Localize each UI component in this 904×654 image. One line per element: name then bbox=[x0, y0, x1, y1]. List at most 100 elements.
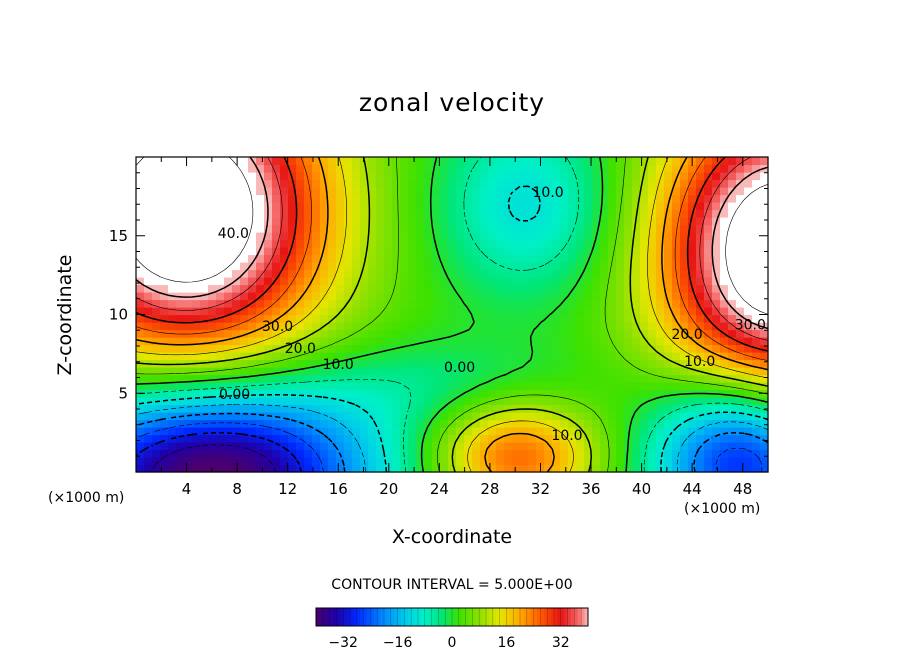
field-cell bbox=[376, 427, 385, 436]
field-cell bbox=[544, 337, 553, 346]
field-cell bbox=[216, 314, 225, 323]
field-cell bbox=[520, 434, 529, 443]
field-cell bbox=[184, 232, 193, 241]
field-cell bbox=[752, 322, 761, 331]
field-cell bbox=[696, 419, 705, 428]
field-cell bbox=[568, 307, 577, 316]
field-cell bbox=[248, 322, 257, 331]
field-cell bbox=[192, 247, 201, 256]
field-cell bbox=[512, 254, 521, 263]
field-cell bbox=[288, 404, 297, 413]
field-cell bbox=[536, 262, 545, 271]
field-cell bbox=[144, 292, 153, 301]
field-cell bbox=[184, 337, 193, 346]
field-cell bbox=[688, 374, 697, 383]
field-cell bbox=[176, 194, 185, 203]
field-cell bbox=[144, 434, 153, 443]
field-cell bbox=[672, 172, 681, 181]
field-cell bbox=[248, 202, 257, 211]
field-cell bbox=[320, 344, 329, 353]
field-cell bbox=[152, 194, 161, 203]
field-cell bbox=[184, 427, 193, 436]
field-cell bbox=[552, 434, 561, 443]
field-cell bbox=[696, 397, 705, 406]
field-cell bbox=[392, 419, 401, 428]
field-cell bbox=[584, 389, 593, 398]
field-cell bbox=[400, 247, 409, 256]
field-cell bbox=[488, 232, 497, 241]
field-cell bbox=[496, 157, 505, 166]
field-cell bbox=[656, 299, 665, 308]
field-cell bbox=[224, 434, 233, 443]
field-cell bbox=[568, 239, 577, 248]
field-cell bbox=[488, 209, 497, 218]
field-cell bbox=[272, 359, 281, 368]
field-cell bbox=[136, 224, 145, 233]
field-cell bbox=[216, 224, 225, 233]
field-cell bbox=[376, 352, 385, 361]
field-cell bbox=[360, 314, 369, 323]
field-cell bbox=[728, 322, 737, 331]
field-cell bbox=[208, 374, 217, 383]
field-cell bbox=[544, 164, 553, 173]
field-cell bbox=[200, 194, 209, 203]
field-cell bbox=[368, 449, 377, 458]
field-cell bbox=[256, 337, 265, 346]
field-cell bbox=[352, 427, 361, 436]
field-cell bbox=[576, 419, 585, 428]
field-cell bbox=[712, 329, 721, 338]
field-cell bbox=[528, 307, 537, 316]
field-cell bbox=[528, 442, 537, 451]
field-cell bbox=[608, 367, 617, 376]
field-cell bbox=[344, 374, 353, 383]
field-cell bbox=[216, 412, 225, 421]
field-cell bbox=[680, 254, 689, 263]
field-cell bbox=[424, 157, 433, 166]
field-cell bbox=[448, 172, 457, 181]
field-cell bbox=[240, 427, 249, 436]
field-cell bbox=[624, 284, 633, 293]
field-cell bbox=[648, 344, 657, 353]
field-cell bbox=[688, 194, 697, 203]
y-tick-label: 5 bbox=[118, 384, 128, 402]
field-cell bbox=[400, 322, 409, 331]
field-cell bbox=[736, 374, 745, 383]
field-cell bbox=[648, 187, 657, 196]
field-cell bbox=[432, 299, 441, 308]
field-cell bbox=[624, 464, 633, 473]
field-cell bbox=[368, 442, 377, 451]
field-cell bbox=[488, 359, 497, 368]
field-cell bbox=[360, 434, 369, 443]
field-cell bbox=[712, 464, 721, 473]
field-cell bbox=[736, 262, 745, 271]
field-cell bbox=[632, 382, 641, 391]
field-cell bbox=[392, 254, 401, 263]
field-cell bbox=[400, 194, 409, 203]
field-cell bbox=[240, 172, 249, 181]
field-cell bbox=[328, 292, 337, 301]
field-cell bbox=[720, 359, 729, 368]
field-cell bbox=[632, 247, 641, 256]
field-cell bbox=[344, 217, 353, 226]
field-cell bbox=[720, 367, 729, 376]
field-cell bbox=[704, 262, 713, 271]
field-cell bbox=[704, 172, 713, 181]
field-cell bbox=[272, 322, 281, 331]
field-cell bbox=[424, 292, 433, 301]
field-cell bbox=[560, 397, 569, 406]
field-cell bbox=[680, 352, 689, 361]
field-cell bbox=[600, 449, 609, 458]
colorbar-swatch bbox=[319, 608, 324, 626]
field-cell bbox=[512, 224, 521, 233]
field-cell bbox=[488, 187, 497, 196]
field-cell bbox=[328, 179, 337, 188]
field-cell bbox=[424, 232, 433, 241]
field-cell bbox=[688, 337, 697, 346]
field-cell bbox=[688, 247, 697, 256]
field-cell bbox=[736, 277, 745, 286]
field-cell bbox=[312, 389, 321, 398]
field-cell bbox=[608, 194, 617, 203]
field-cell bbox=[344, 344, 353, 353]
field-cell bbox=[368, 202, 377, 211]
